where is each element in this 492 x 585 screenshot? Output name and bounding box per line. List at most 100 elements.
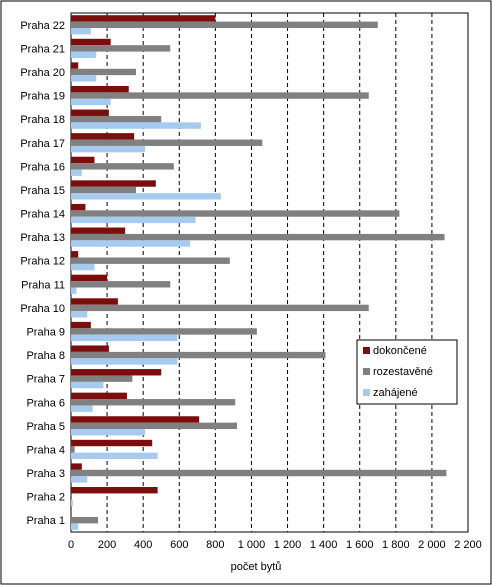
bar (71, 186, 136, 194)
bar (71, 523, 79, 530)
bars (71, 15, 447, 530)
bar (71, 27, 91, 35)
y-tick-label: Praha 1 (26, 515, 65, 527)
x-tick-label: 1 000 (238, 539, 266, 551)
x-tick-label: 200 (98, 539, 116, 551)
bar (71, 21, 378, 28)
y-tick-label: Praha 7 (26, 374, 65, 386)
bar (71, 416, 200, 423)
grid-lines (106, 13, 433, 532)
bar (71, 287, 77, 294)
bar (71, 216, 196, 224)
y-tick-label: Praha 8 (26, 350, 65, 362)
bar (71, 358, 178, 365)
bar (71, 203, 86, 211)
bar (71, 233, 445, 241)
x-tick-label: 600 (170, 539, 188, 551)
x-tick-label: 2 000 (418, 539, 446, 551)
y-tick-label: Praha 12 (20, 256, 65, 268)
bar (71, 405, 93, 412)
bar (71, 15, 216, 22)
bar (71, 98, 111, 106)
y-tick-labels: Praha 1 Praha 2 Praha 3 Praha 4 Praha 5 Praha… (20, 20, 65, 527)
x-tick-labels: 0 200 400 600 800 1 000 1 200 1 400 1 600 1 800 2 … (68, 539, 482, 551)
x-tick-label: 0 (68, 539, 74, 551)
bar (71, 422, 238, 430)
y-tick-label: Praha 5 (26, 421, 65, 433)
y-tick-label: Praha 22 (20, 20, 65, 32)
x-tick-label: 2 200 (454, 539, 482, 551)
y-tick-label: Praha 11 (21, 279, 65, 291)
y-tick-label: Praha 10 (20, 303, 65, 315)
bar (71, 163, 174, 170)
bar (71, 274, 108, 282)
bar (71, 476, 88, 483)
y-tick-label: Praha 14 (20, 209, 65, 221)
bar (71, 75, 97, 82)
bar (71, 351, 326, 359)
legend-swatch (363, 368, 370, 375)
bar (71, 68, 136, 76)
bar (71, 227, 126, 234)
bar (71, 257, 230, 264)
bar (71, 38, 111, 46)
bar (71, 240, 191, 247)
legend-label: zahájené (373, 387, 418, 399)
bar (71, 210, 400, 217)
bar (71, 169, 82, 176)
y-tick-label: Praha 13 (20, 232, 65, 244)
bar (71, 369, 162, 376)
y-tick-label: Praha 4 (26, 444, 65, 456)
bar (71, 263, 95, 271)
legend: dokončené rozestavěné zahájené (356, 339, 458, 405)
legend-label: rozestavěné (373, 366, 433, 378)
bar (71, 156, 95, 164)
y-tick-label: Praha 20 (20, 67, 65, 79)
y-tick-label: Praha 9 (26, 326, 65, 338)
y-tick-label: Praha 6 (26, 397, 65, 409)
bar (71, 180, 156, 187)
bar (71, 392, 127, 400)
bar (71, 439, 153, 447)
bar (71, 469, 447, 477)
bar (71, 375, 133, 382)
bar (71, 115, 162, 123)
x-tick-label: 800 (206, 539, 224, 551)
bar (71, 487, 158, 494)
bar (71, 298, 118, 305)
bar (71, 381, 104, 389)
y-tick-label: Praha 2 (26, 492, 65, 504)
bar (71, 499, 73, 507)
y-tick-label: Praha 3 (26, 468, 65, 480)
bar (71, 122, 201, 129)
x-tick-label: 1 800 (382, 539, 410, 551)
x-tick-label: 1 400 (310, 539, 338, 551)
legend-swatch (363, 347, 370, 354)
bar (71, 139, 263, 146)
y-tick-label: Praha 21 (20, 43, 65, 55)
bar (71, 463, 82, 470)
bar (71, 85, 129, 93)
bar (71, 281, 171, 288)
bar (71, 304, 369, 312)
bar (71, 446, 75, 453)
bar (71, 193, 221, 200)
bar (71, 62, 79, 69)
bar (71, 399, 236, 406)
x-tick-label: 400 (134, 539, 152, 551)
x-tick-label: 1 200 (274, 539, 302, 551)
x-tick-label: 1 600 (346, 539, 374, 551)
bar (71, 452, 158, 460)
bar (71, 311, 88, 318)
bar (71, 133, 135, 140)
bar (71, 321, 91, 329)
y-tick-label: Praha 15 (20, 185, 65, 197)
bar (71, 92, 369, 99)
bar (71, 145, 145, 153)
legend-box (356, 339, 458, 405)
x-axis-title: počet bytů (231, 561, 282, 573)
bar (71, 345, 109, 352)
bar (71, 51, 97, 58)
bar (71, 109, 109, 116)
